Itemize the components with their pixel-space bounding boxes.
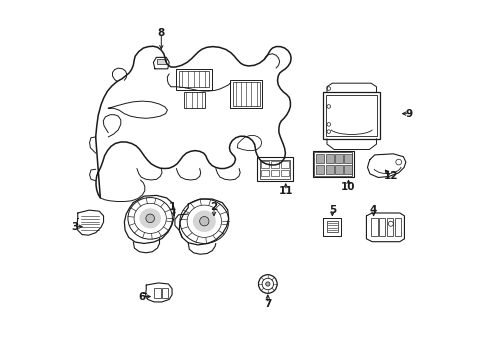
Text: 6: 6 [139,292,145,302]
Text: 11: 11 [278,186,292,196]
Text: 9: 9 [405,109,412,119]
Bar [233,82,259,106]
Bar [154,288,161,298]
Bar [271,161,278,168]
Bar [259,159,290,179]
Bar [326,221,337,232]
Ellipse shape [145,214,154,223]
Bar [316,165,324,174]
Bar [157,59,165,64]
Bar [261,170,268,176]
Ellipse shape [192,211,215,232]
Text: 2: 2 [210,202,217,212]
Bar [386,219,392,236]
Bar [175,69,211,90]
Ellipse shape [139,208,161,228]
Bar [344,165,352,174]
Bar [281,161,288,168]
Bar [230,80,262,108]
Bar [178,71,208,87]
Text: 7: 7 [264,299,271,309]
Text: 4: 4 [369,206,377,216]
Bar [325,154,333,163]
Bar [370,219,377,236]
Bar [323,92,379,139]
Bar [378,219,385,236]
Bar [325,165,333,174]
Bar [271,170,278,176]
Bar [316,154,324,163]
Bar [183,92,204,108]
Bar [344,154,352,163]
Bar [312,150,353,177]
Bar [394,219,400,236]
Ellipse shape [265,282,269,286]
Bar [334,154,343,163]
Bar [257,157,292,181]
Bar [314,152,351,176]
Text: 1: 1 [169,202,176,212]
Bar [281,170,288,176]
Text: 3: 3 [71,222,79,231]
Bar [325,95,376,136]
Text: 10: 10 [341,182,355,192]
Bar [334,165,343,174]
Bar [261,161,268,168]
Bar [162,288,168,298]
Text: 5: 5 [328,206,335,216]
Text: 12: 12 [384,171,398,181]
Ellipse shape [199,217,208,226]
Text: 8: 8 [157,28,164,38]
